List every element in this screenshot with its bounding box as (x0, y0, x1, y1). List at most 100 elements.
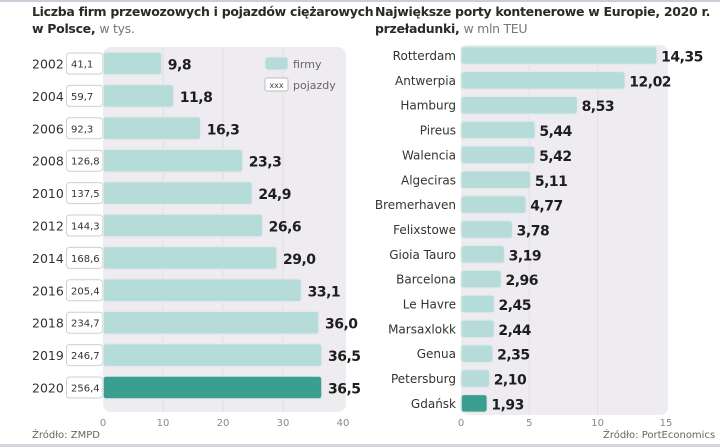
firmy-value-label: 26,6 (269, 220, 302, 236)
pojazdy-value-label: 92,3 (71, 124, 93, 135)
right-category-label: Marsaxlokk (388, 322, 456, 336)
right-title-unit: w mln TEU (463, 21, 528, 36)
firmy-bar (102, 278, 303, 303)
port-bar (460, 343, 494, 364)
port-bar (460, 120, 537, 140)
port-bar (460, 393, 489, 414)
pojazdy-value-label: 234,7 (71, 319, 100, 330)
pojazdy-value-label: 144,3 (71, 222, 100, 233)
right-x-tick-label: 5 (526, 418, 532, 429)
port-bar (460, 70, 627, 91)
pojazdy-value-label: 205,4 (71, 286, 100, 297)
port-bar (460, 219, 514, 240)
left-chart-title: Liczba firm przewozowych i pojazdów cięż… (32, 3, 374, 37)
right-category-label: Felixstowe (393, 223, 456, 237)
pojazdy-value-label: 126,8 (71, 157, 100, 168)
right-category-label: Antwerpia (395, 74, 456, 88)
left-x-tick-label: 40 (337, 418, 350, 429)
firmy-bar (102, 310, 320, 335)
port-bar (460, 269, 503, 289)
left-category-label: 2002 (32, 57, 64, 72)
left-category-label: 2006 (32, 121, 64, 136)
port-value-label: 2,35 (497, 348, 530, 364)
firmy-bar (102, 342, 323, 368)
top-border (0, 0, 720, 2)
firmy-value-label: 33,1 (308, 284, 341, 300)
port-value-label: 3,78 (517, 223, 550, 239)
left-x-tick-label: 20 (217, 418, 230, 429)
port-bar (460, 368, 491, 389)
right-chart-title: Największe porty kontenerowe w Europie, … (375, 3, 710, 37)
firmy-value-label: 23,3 (249, 155, 282, 171)
right-x-tick-label: 10 (591, 418, 604, 429)
pojazdy-value-label: 59,7 (71, 92, 93, 103)
legend-firmy-swatch (264, 56, 289, 71)
port-bar (460, 45, 658, 66)
port-value-label: 2,45 (498, 298, 531, 314)
port-bar (460, 244, 506, 265)
port-value-label: 4,77 (530, 199, 563, 215)
port-bar (460, 194, 527, 215)
left-category-label: 2004 (32, 89, 64, 104)
port-value-label: 2,44 (498, 323, 531, 339)
left-title-line2: w Polsce, (32, 21, 96, 36)
left-category-label: 2012 (32, 219, 64, 234)
firmy-bar (102, 83, 175, 109)
right-category-label: Gdańsk (411, 397, 456, 411)
port-value-label: 8,53 (582, 99, 615, 115)
firmy-bar (102, 245, 278, 271)
right-category-label: Le Havre (403, 298, 456, 312)
left-x-tick-label: 0 (100, 418, 106, 429)
port-bar (460, 294, 496, 314)
right-category-label: Genua (417, 347, 456, 361)
firmy-value-label: 36,0 (325, 317, 358, 333)
legend-pojazdy-swatch-text: xxx (269, 81, 283, 90)
firmy-bar (102, 148, 244, 173)
right-category-label: Walencia (402, 148, 456, 162)
firmy-value-label: 36,5 (328, 349, 361, 365)
right-category-label: Rotterdam (393, 49, 456, 63)
firmy-value-label: 11,8 (180, 90, 213, 106)
port-value-label: 12,02 (629, 74, 671, 90)
firmy-value-label: 29,0 (283, 252, 316, 268)
firmy-bar (102, 180, 254, 206)
port-value-label: 5,11 (535, 174, 568, 190)
port-value-label: 14,35 (661, 50, 703, 66)
right-title-line1: Największe porty kontenerowe w Europie, … (375, 4, 711, 19)
right-x-tick-label: 15 (660, 418, 673, 429)
left-category-label: 2014 (32, 251, 64, 266)
right-category-label: Bremerhaven (375, 198, 456, 212)
firmy-bar (102, 213, 264, 238)
pojazdy-value-label: 256,4 (71, 384, 100, 395)
port-value-label: 2,10 (494, 373, 527, 389)
firmy-value-label: 9,8 (168, 58, 191, 74)
port-value-label: 2,96 (505, 273, 538, 289)
legend-pojazdy-label: pojazdy (293, 79, 336, 92)
port-value-label: 3,19 (509, 248, 542, 264)
pojazdy-value-label: 246,7 (71, 351, 100, 362)
right-category-label: Gioia Tauro (389, 248, 456, 262)
port-bar (460, 145, 536, 165)
left-title-unit: w tys. (99, 21, 135, 36)
port-value-label: 1,93 (491, 397, 524, 413)
firmy-bar (102, 51, 163, 76)
left-source: Źródło: ZMPD (32, 430, 100, 441)
right-category-label: Petersburg (391, 372, 456, 386)
firmy-bar (102, 116, 202, 141)
bottom-border (0, 444, 720, 447)
legend-firmy-label: firmy (293, 58, 322, 71)
right-source: Źródło: PortEconomics (603, 430, 716, 441)
left-category-label: 2019 (32, 348, 64, 363)
left-x-tick-label: 10 (157, 418, 170, 429)
left-title-line1: Liczba firm przewozowych i pojazdów cięż… (32, 4, 374, 19)
right-category-label: Algeciras (401, 173, 456, 187)
left-x-tick-label: 30 (277, 418, 290, 429)
firmy-value-label: 16,3 (207, 122, 240, 138)
left-category-label: 2016 (32, 283, 64, 298)
right-category-label: Hamburg (400, 99, 456, 113)
port-bar (460, 319, 496, 339)
port-value-label: 5,44 (539, 124, 572, 140)
port-bar (460, 170, 532, 190)
right-x-tick-label: 0 (458, 418, 464, 429)
